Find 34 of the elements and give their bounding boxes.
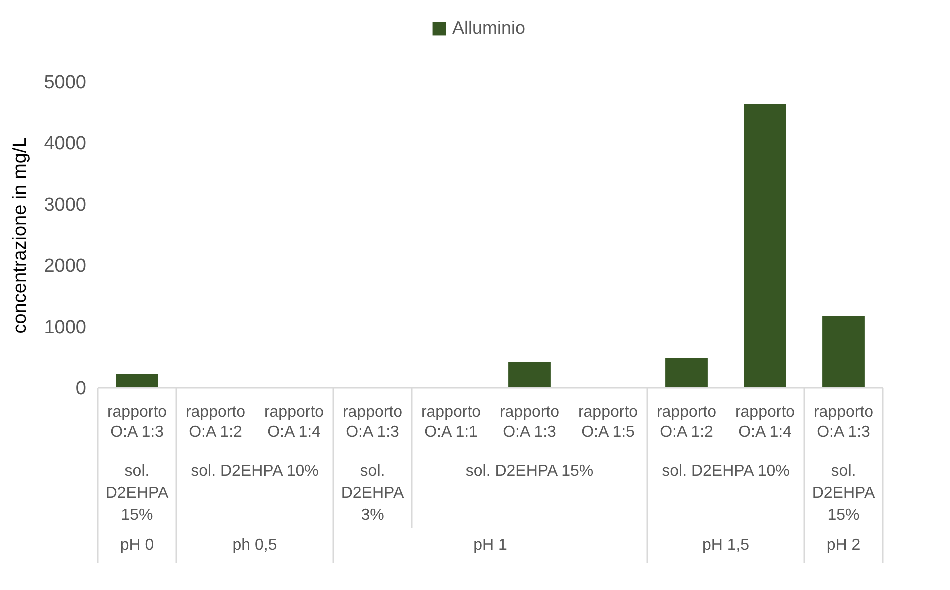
bar — [666, 358, 708, 388]
x-tick-label: rapporto O:A 1:4 — [264, 404, 324, 441]
bar — [822, 316, 865, 388]
bar — [744, 104, 786, 388]
bar — [508, 362, 551, 388]
text: sol. D2EHPA 15% — [466, 463, 594, 480]
y-tick-label: 3000 — [44, 194, 86, 216]
x-tick-label: rapporto O:A 1:3 — [342, 404, 403, 441]
y-axis-title: concentrazione in mg/L — [10, 137, 32, 334]
text: pH 1,5 — [702, 537, 750, 554]
x-tick-label: rapporto O:A 1:2 — [186, 404, 246, 441]
text: sol. D2EHPA 15% — [812, 463, 876, 524]
y-tick-label: 2000 — [44, 256, 86, 278]
text: pH 1 — [474, 537, 508, 554]
x-tick-label: rapporto O:A 1:3 — [107, 404, 168, 441]
x-tick-label: rapporto O:A 1:4 — [735, 404, 796, 441]
x-tick-label: rapporto O:A 1:3 — [814, 404, 874, 441]
text: sol. D2EHPA 3% — [341, 463, 404, 524]
x-tick-label: rapporto O:A 1:5 — [578, 404, 638, 441]
y-tick-label: 0 — [76, 378, 86, 400]
text: sol. D2EHPA 10% — [662, 463, 790, 480]
legend-label: Alluminio — [452, 18, 526, 38]
text: pH 0 — [120, 537, 154, 554]
x-tick-label: rapporto O:A 1:1 — [421, 404, 482, 441]
text: sol. D2EHPA 10% — [191, 463, 319, 480]
y-tick-label: 4000 — [44, 134, 86, 155]
y-tick-label: 5000 — [44, 72, 86, 94]
x-tick-label: rapporto O:A 1:2 — [656, 404, 717, 441]
text: ph 0,5 — [232, 537, 278, 554]
x-tick-label: rapporto O:A 1:3 — [500, 404, 560, 441]
text: sol. D2EHPA 15% — [106, 463, 169, 524]
y-tick-label: 1000 — [44, 317, 86, 338]
bar — [116, 374, 158, 388]
text: pH 2 — [826, 537, 861, 554]
